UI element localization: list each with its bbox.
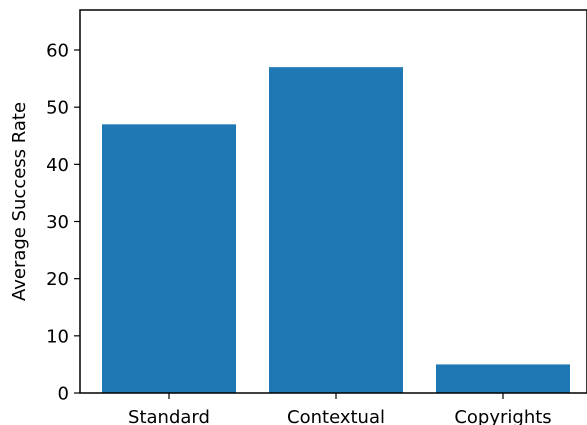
x-tick-label: Contextual xyxy=(287,407,385,425)
y-tick-label: 30 xyxy=(46,212,69,233)
y-tick-label: 10 xyxy=(46,326,69,347)
bar-copyrights xyxy=(436,364,570,393)
bar-standard xyxy=(102,124,236,393)
y-axis: 0 10 20 30 40 50 60 xyxy=(46,41,80,405)
y-axis-label: Average Success Rate xyxy=(9,102,30,301)
y-tick-label: 60 xyxy=(46,41,69,62)
y-tick-label: 0 xyxy=(58,384,69,405)
y-tick-label: 20 xyxy=(46,269,69,290)
x-tick-label: Standard xyxy=(128,407,210,425)
bars-group xyxy=(102,67,570,393)
plot-frame xyxy=(79,9,587,394)
x-axis: Standard Contextual Copyrights xyxy=(128,393,552,425)
y-tick-label: 40 xyxy=(46,155,69,176)
x-tick-label: Copyrights xyxy=(454,407,551,425)
bar-contextual xyxy=(269,67,403,393)
y-tick-label: 50 xyxy=(46,98,69,119)
